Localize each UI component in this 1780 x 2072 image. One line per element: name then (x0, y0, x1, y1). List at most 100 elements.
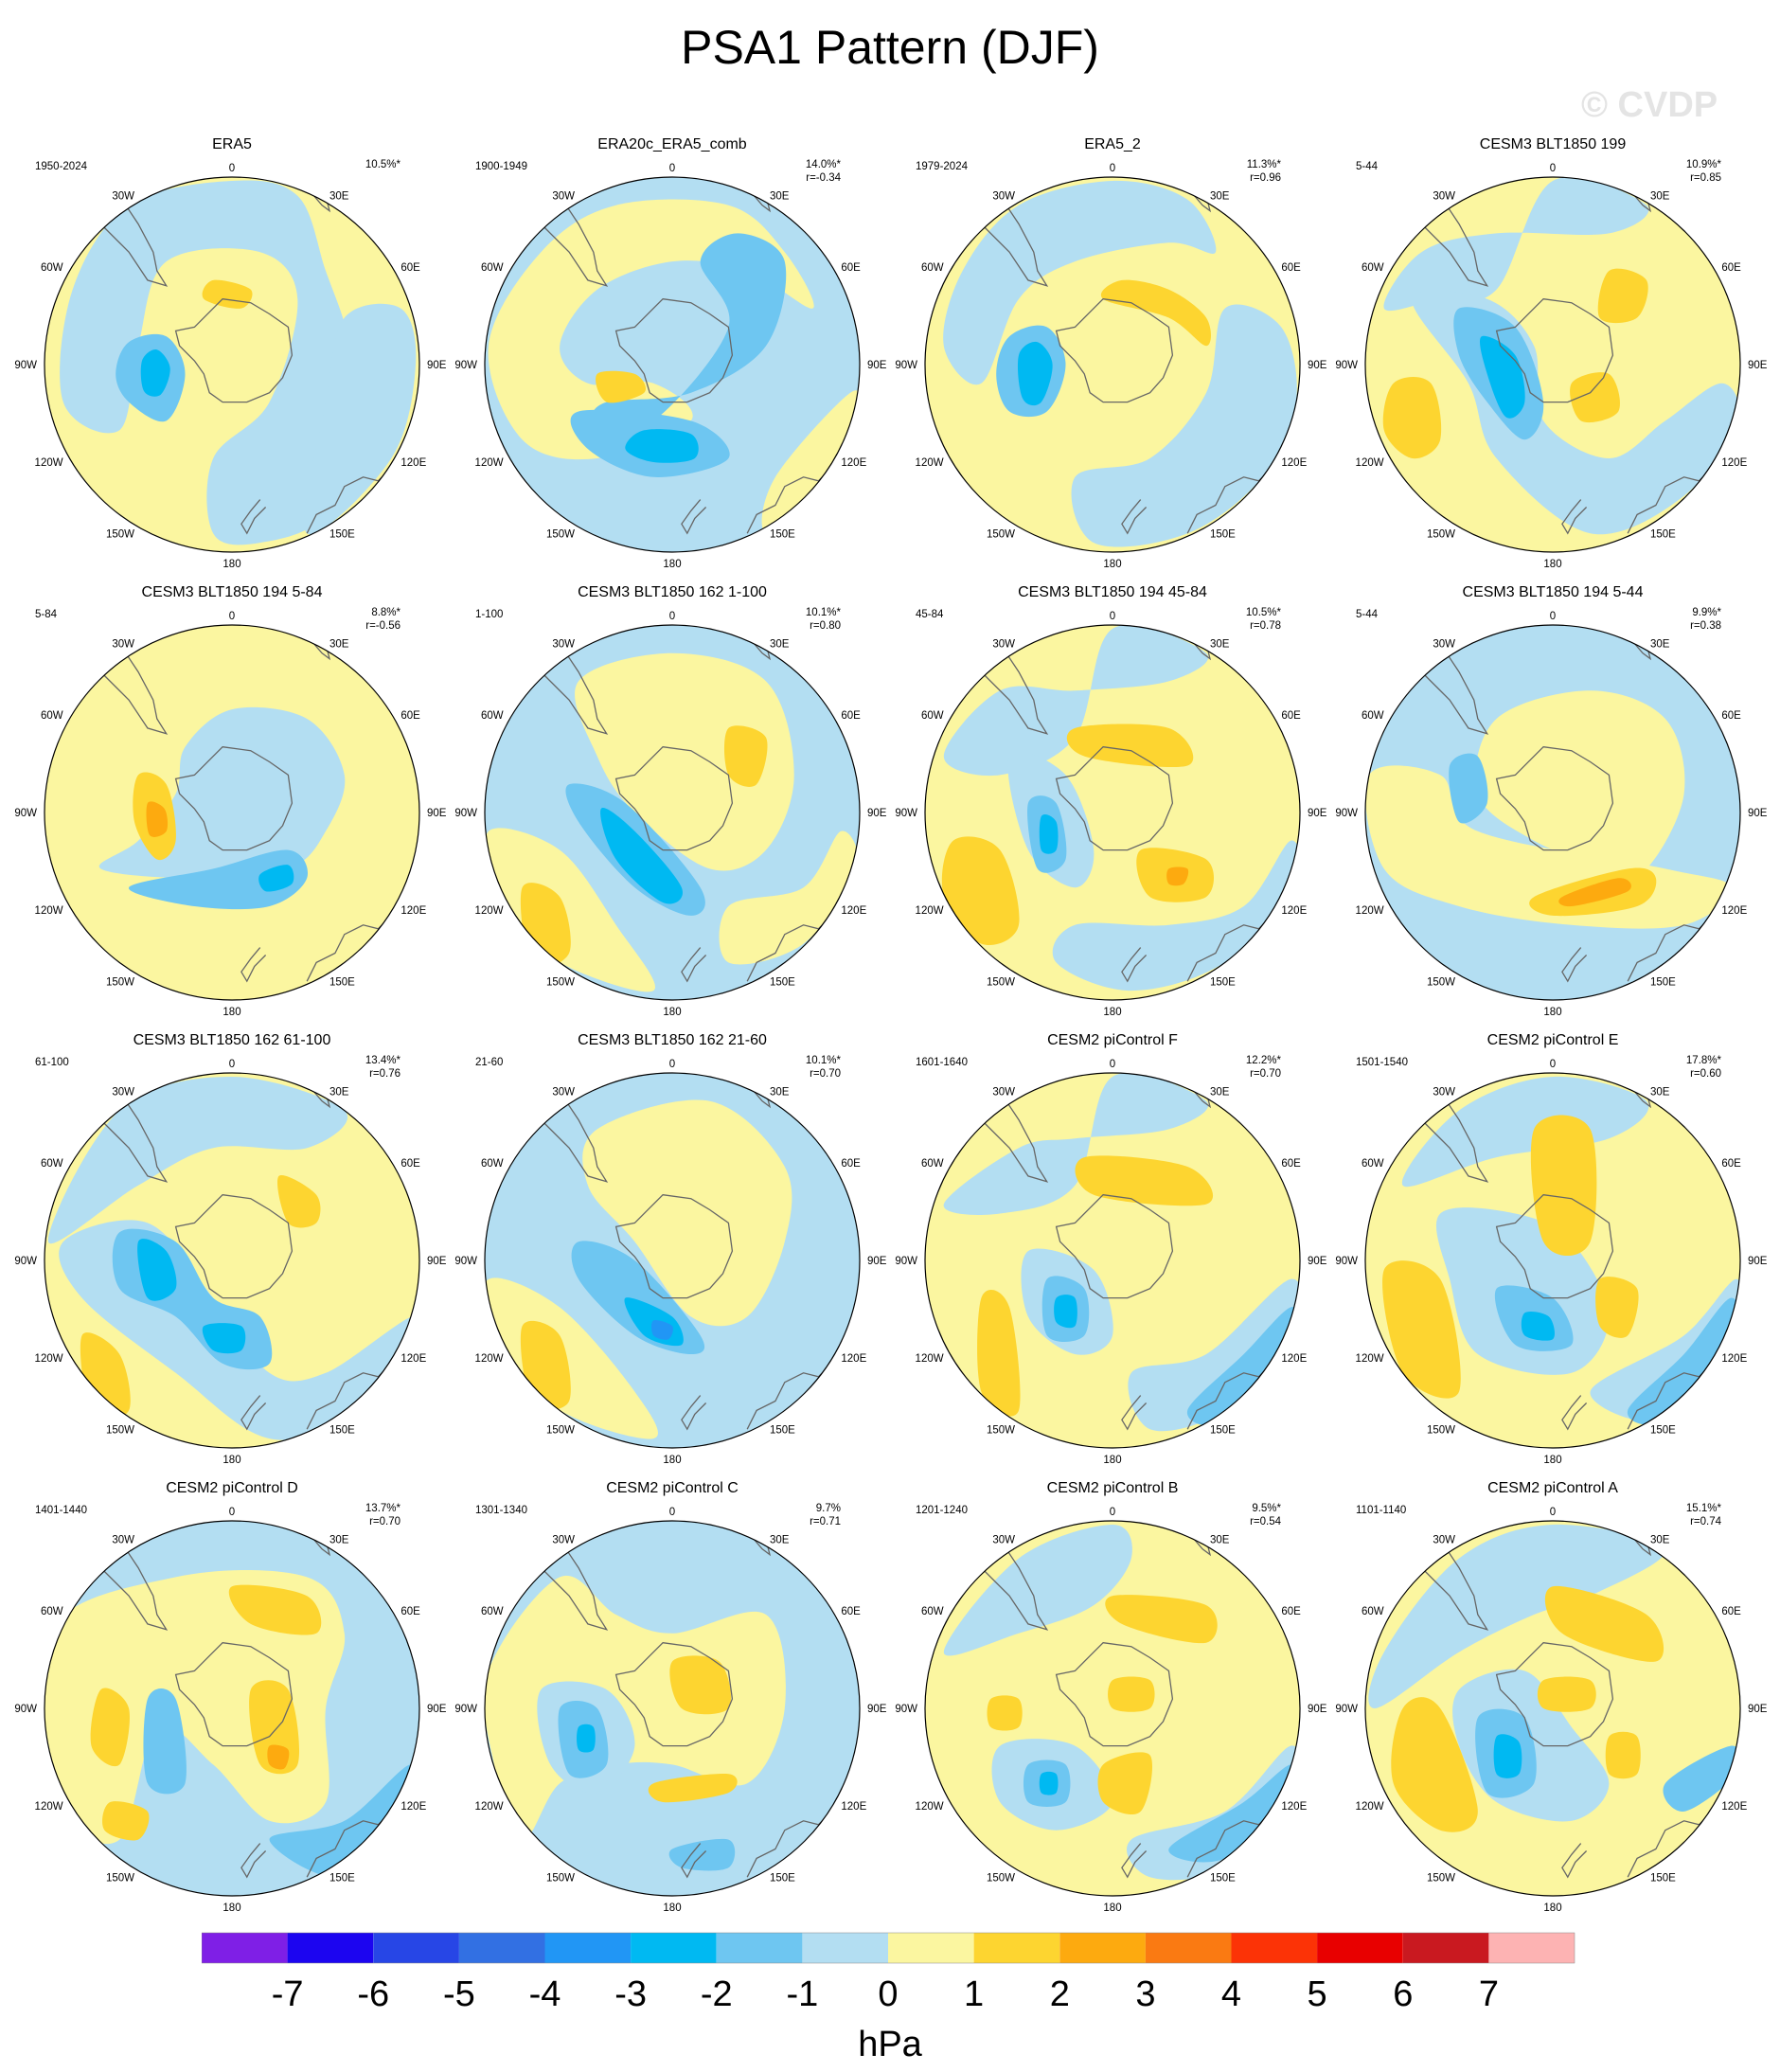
longitude-label: 30E (1650, 1087, 1670, 1099)
coastline (78, 628, 169, 735)
contour-region (1368, 1524, 1666, 1708)
colorbar-frame (202, 1932, 1575, 1964)
panel-period: 1950-2024 (35, 161, 88, 172)
contour-region (1071, 304, 1297, 547)
contour-region (1628, 1297, 1740, 1425)
longitude-label: 180 (663, 1007, 681, 1018)
longitude-label: 30W (552, 639, 575, 651)
panel-variance: 10.5%* (1246, 607, 1282, 618)
coastline-antarctica (174, 1642, 294, 1747)
map-panel: 0 30E 60E 90E 120E 150E 180 150W 120W 90W 60W 30W CE… (14, 584, 446, 1018)
colorbar-label: 6 (1393, 1974, 1413, 2014)
contour-region (575, 652, 794, 871)
longitude-label: 60E (1721, 262, 1741, 274)
coastline-antarctica (1055, 1194, 1174, 1299)
contour-region (140, 348, 170, 397)
map-panel: 0 30E 60E 90E 120E 150E 180 150W 120W 90W 60W 30W CE… (895, 1032, 1326, 1466)
longitude-label: 180 (222, 1007, 240, 1018)
contour-region (724, 725, 768, 787)
map-panel: 0 30E 60E 90E 120E 150E 180 150W 120W 90W 60W 30W CE… (1335, 584, 1767, 1018)
longitude-label: 90W (454, 808, 477, 819)
longitude-label: 60W (1362, 1158, 1384, 1170)
longitude-label: 30E (1210, 1535, 1230, 1546)
longitude-label: 180 (1543, 1902, 1561, 1914)
panel-correlation: r=0.74 (1690, 1516, 1722, 1527)
panel-period: 1301-1340 (475, 1505, 527, 1516)
contour-field (485, 625, 860, 1000)
longitude-label: 30E (329, 1535, 349, 1546)
longitude-label: 90E (427, 808, 447, 819)
contour-field (1365, 1521, 1740, 1896)
colorbar-label: 1 (964, 1974, 984, 2014)
longitude-label: 90W (14, 360, 37, 371)
coastline (958, 1524, 1049, 1631)
map-border (1364, 1072, 1741, 1449)
longitude-label: 60W (41, 1606, 63, 1617)
longitude-label: 30W (992, 191, 1015, 203)
longitude-label: 90W (1335, 1704, 1358, 1715)
longitude-label: 120E (400, 1801, 426, 1813)
contour-region (669, 1655, 732, 1715)
map-border (924, 1520, 1301, 1897)
longitude-label: 30E (770, 639, 790, 651)
map-panel: 0 30E 60E 90E 120E 150E 180 150W 120W 90W 60W 30W ER… (895, 136, 1326, 570)
longitude-label: 0 (229, 1059, 235, 1070)
longitude-label: 60E (400, 1158, 420, 1170)
coastline (1398, 628, 1489, 735)
contour-region (1521, 1311, 1555, 1341)
panel-title: ERA5 (212, 136, 252, 152)
contour-region (1605, 1731, 1641, 1779)
longitude-label: 150W (106, 1424, 134, 1436)
contour-region (1097, 1752, 1153, 1815)
contour-region (941, 836, 1020, 946)
coastline (518, 1524, 609, 1631)
map-border (44, 1520, 420, 1897)
panel-correlation: r=0.70 (810, 1068, 841, 1080)
coastline-antarctica (174, 298, 294, 403)
colorbar-bin (802, 1933, 888, 1963)
longitude-label: 180 (222, 1902, 240, 1914)
longitude-label: 120E (1281, 457, 1307, 469)
panel-variance: 9.7% (816, 1503, 841, 1514)
longitude-label: 60W (41, 1158, 63, 1170)
longitude-label: 0 (229, 1507, 235, 1518)
map-border (44, 176, 420, 553)
contour-region (267, 1744, 290, 1770)
coastline (1561, 499, 1588, 535)
longitude-label: 120W (475, 1801, 504, 1813)
longitude-label: 90W (1335, 808, 1358, 819)
panel-correlation: r=0.54 (1250, 1516, 1282, 1527)
longitude-label: 120E (1721, 457, 1747, 469)
contour-region (90, 1688, 130, 1767)
contour-region (1075, 1155, 1214, 1206)
contour-region (1401, 1076, 1649, 1188)
longitude-label: 30E (1210, 191, 1230, 203)
colorbar-label: -7 (272, 1974, 304, 2014)
contour-region (1544, 1585, 1664, 1662)
longitude-label: 150E (1650, 976, 1676, 988)
longitude-label: 90E (427, 1256, 447, 1267)
longitude-label: 90E (1748, 1256, 1768, 1267)
colorbar-bin (1488, 1933, 1575, 1963)
longitude-label: 60E (841, 1158, 861, 1170)
contour-region (228, 1584, 322, 1635)
longitude-label: 150W (106, 528, 134, 540)
colorbar-bin (1059, 1933, 1146, 1963)
coastline (1398, 180, 1489, 287)
coastline (78, 1076, 169, 1183)
longitude-label: 30E (1650, 191, 1670, 203)
colorbar-bin (1145, 1933, 1232, 1963)
coastline-antarctica (614, 298, 734, 403)
contour-region (648, 1774, 738, 1803)
contour-region (943, 625, 1209, 777)
panel-correlation: r=0.78 (1250, 620, 1281, 632)
contour-field (44, 177, 419, 552)
colorbar-bin (458, 1933, 545, 1963)
contour-region (1530, 1115, 1597, 1257)
longitude-label: 90E (867, 1704, 887, 1715)
contour-region (600, 808, 683, 904)
longitude-label: 30W (112, 1087, 134, 1099)
map-border (924, 624, 1301, 1001)
contour-region (987, 1695, 1023, 1731)
longitude-label: 150W (546, 1872, 575, 1884)
